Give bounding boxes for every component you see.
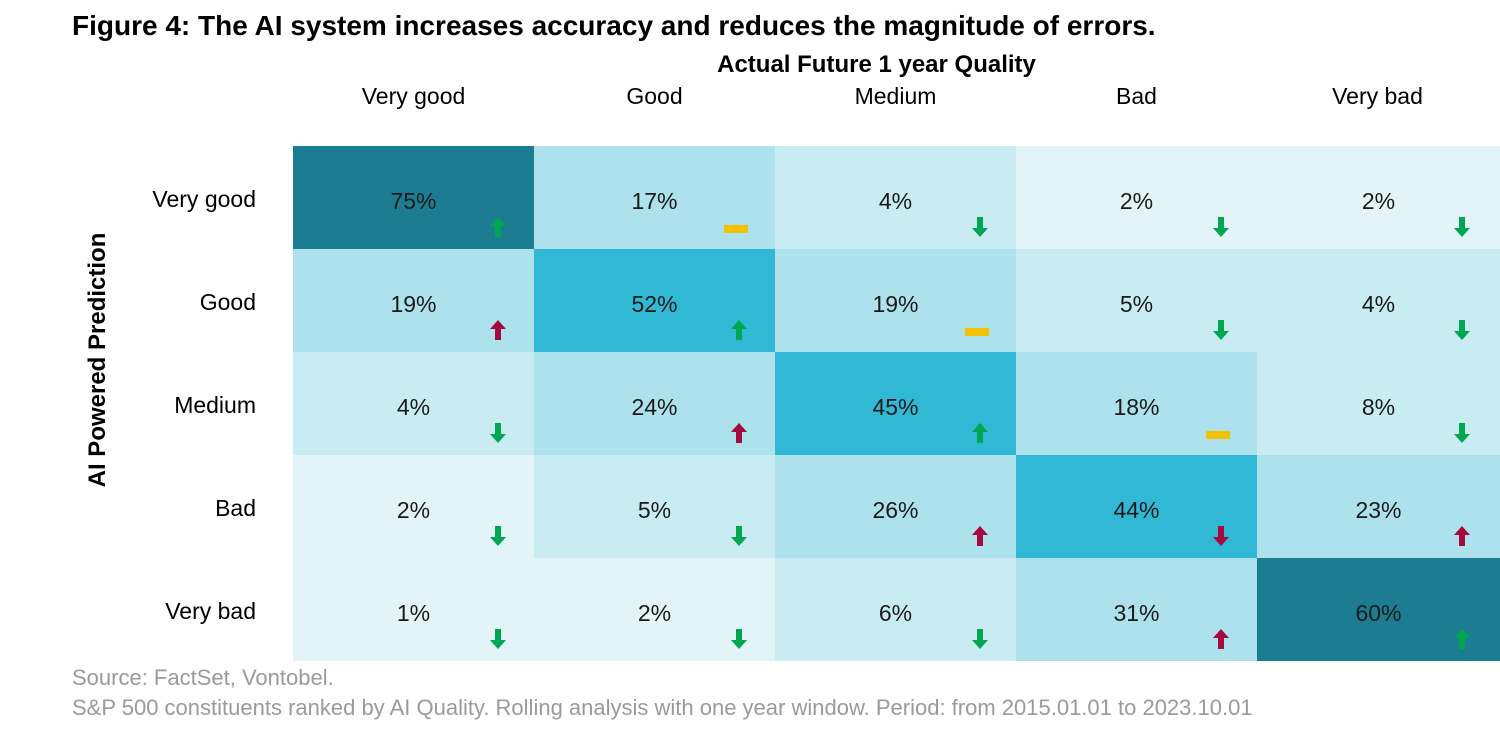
cell-value: 23% [1355, 497, 1402, 523]
row-header-bad: Bad [215, 495, 256, 521]
heatmap-cell: 24% [534, 352, 775, 455]
methodology-note: S&P 500 constituents ranked by AI Qualit… [72, 695, 1253, 720]
cell-value: 19% [390, 291, 437, 317]
heatmap-cell: 44% [1016, 455, 1257, 558]
cell-value: 17% [631, 188, 678, 214]
cell-value: 2% [637, 600, 672, 626]
cell-value: 2% [396, 497, 431, 523]
arrow-up-icon [1213, 629, 1229, 649]
arrow-down-icon [731, 526, 747, 546]
heatmap-cell: 60% [1257, 558, 1500, 661]
heatmap-cell: 8% [1257, 352, 1500, 455]
arrow-down-icon [490, 629, 506, 649]
column-header-very-good: Very good [361, 83, 466, 109]
cell-value: 44% [1113, 497, 1160, 523]
chart-title: Figure 4: The AI system increases accura… [72, 10, 1156, 41]
arrow-down-icon [1213, 320, 1229, 340]
arrow-up-icon [972, 526, 988, 546]
row-header-medium: Medium [174, 392, 256, 418]
heatmap-cell: 5% [1016, 249, 1257, 352]
heatmap-cell: 17% [534, 146, 775, 249]
arrow-up-icon [490, 217, 506, 237]
cell-value: 19% [872, 291, 919, 317]
cell-value: 75% [390, 188, 437, 214]
cell-value: 4% [1361, 291, 1396, 317]
cell-value: 4% [396, 394, 431, 420]
heatmap-cell: 75% [293, 146, 534, 249]
arrow-up-icon [1454, 526, 1470, 546]
heatmap-cell: 19% [775, 249, 1016, 352]
cell-value: 26% [872, 497, 919, 523]
column-header-bad: Bad [1116, 83, 1157, 109]
source-note: Source: FactSet, Vontobel. [72, 665, 334, 690]
heatmap-cell: 4% [1257, 249, 1500, 352]
heatmap-cell: 26% [775, 455, 1016, 558]
cell-value: 52% [631, 291, 678, 317]
cell-value: 60% [1355, 600, 1402, 626]
cell-value: 6% [878, 600, 913, 626]
arrow-down-icon [1454, 423, 1470, 443]
heatmap-cell: 23% [1257, 455, 1500, 558]
heatmap-cell: 45% [775, 352, 1016, 455]
arrow-down-icon [972, 629, 988, 649]
column-header-very-bad: Very bad [1332, 83, 1423, 109]
column-header-medium: Medium [854, 83, 937, 109]
cell-value: 2% [1119, 188, 1154, 214]
cell-value: 45% [872, 394, 919, 420]
heatmap-cell: 6% [775, 558, 1016, 661]
arrow-down-icon [731, 629, 747, 649]
cell-value: 4% [878, 188, 913, 214]
cell-value: 5% [1119, 291, 1154, 317]
arrow-down-icon [1454, 217, 1470, 237]
arrow-down-icon [1213, 526, 1229, 546]
arrow-down-icon [1213, 217, 1229, 237]
row-header-very-bad: Very bad [165, 598, 256, 624]
cell-value: 5% [637, 497, 672, 523]
arrow-up-icon [1454, 629, 1470, 649]
flat-dash-icon [1206, 431, 1230, 439]
row-header-very-good: Very good [152, 186, 256, 212]
heatmap-cell: 52% [534, 249, 775, 352]
cell-value: 18% [1113, 394, 1160, 420]
heatmap-cell: 1% [293, 558, 534, 661]
heatmap-grid: 75% 17% 4% 2% 2% 19% 52% 19% 5% 4% 4% 24% 45% 18% 8% 2%… [293, 146, 1500, 661]
cell-value: 24% [631, 394, 678, 420]
heatmap-cell: 18% [1016, 352, 1257, 455]
cell-value: 1% [396, 600, 431, 626]
cell-value: 31% [1113, 600, 1160, 626]
heatmap-cell: 2% [293, 455, 534, 558]
arrow-down-icon [490, 423, 506, 443]
cell-value: 8% [1361, 394, 1396, 420]
arrow-up-icon [731, 320, 747, 340]
flat-dash-icon [724, 225, 748, 233]
heatmap-cell: 31% [1016, 558, 1257, 661]
arrow-down-icon [490, 526, 506, 546]
heatmap-cell: 19% [293, 249, 534, 352]
flat-dash-icon [965, 328, 989, 336]
heatmap-cell: 2% [1257, 146, 1500, 249]
heatmap-cell: 4% [775, 146, 1016, 249]
heatmap-cell: 4% [293, 352, 534, 455]
heatmap-cell: 2% [534, 558, 775, 661]
arrow-down-icon [972, 217, 988, 237]
arrow-up-icon [490, 320, 506, 340]
heatmap-cell: 5% [534, 455, 775, 558]
y-axis-label: AI Powered Prediction [84, 232, 111, 488]
row-header-good: Good [199, 289, 256, 315]
cell-value: 2% [1361, 188, 1396, 214]
arrow-up-icon [972, 423, 988, 443]
x-axis-label: Actual Future 1 year Quality [717, 51, 1036, 78]
arrow-down-icon [1454, 320, 1470, 340]
heatmap-cell: 2% [1016, 146, 1257, 249]
column-header-good: Good [626, 83, 683, 109]
arrow-up-icon [731, 423, 747, 443]
